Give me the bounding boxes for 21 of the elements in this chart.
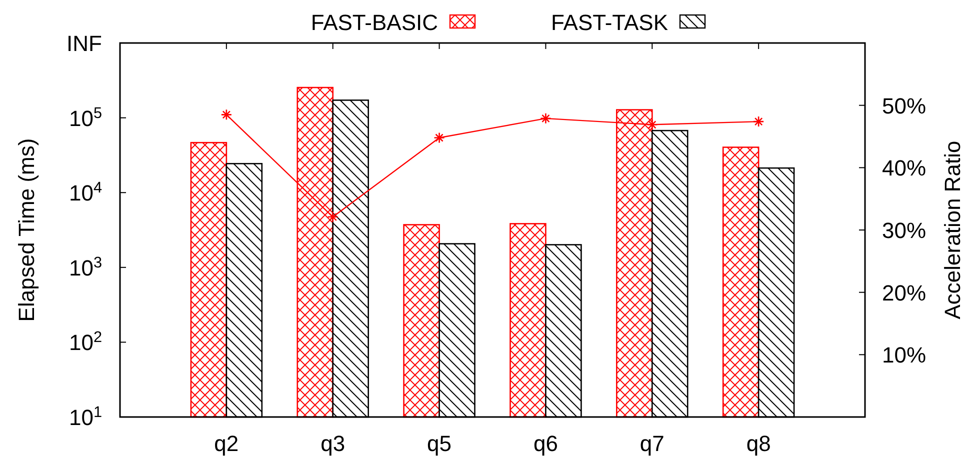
y-tick-label: 10$^{2}$ (68, 328, 102, 356)
y-tick-label: 10$^{1}$ (68, 404, 102, 430)
y-tick-label: 10$^{3}$ (68, 254, 102, 280)
y2-axis-title: Acceleration Ratio (940, 140, 965, 320)
y2-tick-label: 50% (882, 93, 926, 118)
legend-label: FAST-TASK (551, 10, 668, 35)
x-tick-label: q5 (427, 431, 452, 456)
x-tick-label: q3 (320, 431, 346, 456)
x-tick-label: q6 (533, 431, 558, 456)
y2-tick-label: 10% (882, 342, 926, 368)
y2-tick-label: 20% (882, 280, 926, 306)
y-axis-title: Elapsed Time (ms) (14, 138, 39, 322)
y2-tick-label: 40% (882, 156, 926, 181)
y-tick-label: INF (66, 31, 102, 56)
x-tick-label: q7 (640, 431, 664, 456)
y2-tick-label: 30% (882, 218, 926, 243)
x-tick-label: q2 (214, 431, 239, 456)
x-tick-label: q8 (746, 431, 771, 456)
y-tick-label: 10$^{4}$ (68, 179, 102, 206)
y-tick-label: 10$^{5}$ (68, 104, 102, 131)
legend-label: FAST-BASIC (310, 10, 438, 35)
